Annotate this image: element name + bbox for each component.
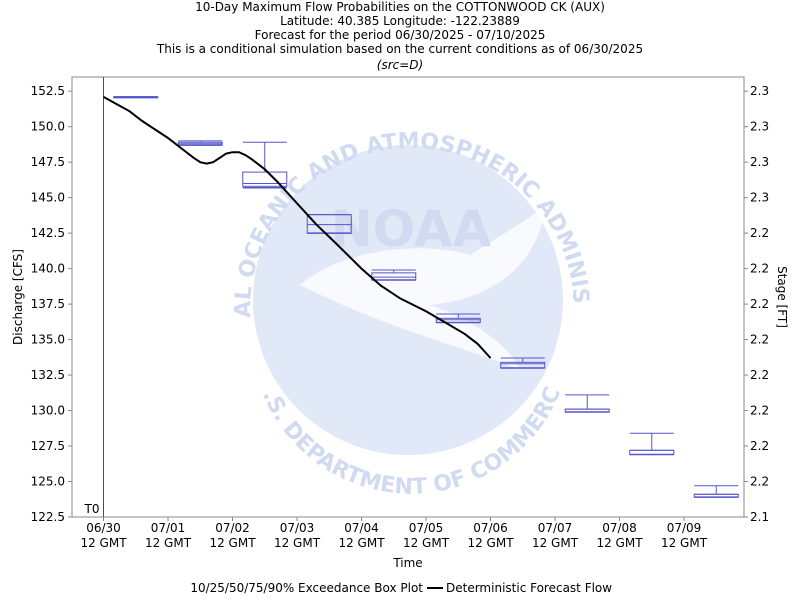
chart-subtitle-conditions: This is a conditional simulation based o… [156, 42, 643, 56]
x-tick-date: 06/30 [86, 521, 121, 535]
exceedance-box [113, 96, 159, 99]
t0-label: T0 [84, 502, 100, 516]
y2-tick-label: 2.2 [750, 475, 769, 489]
y-tick-label: 132.5 [31, 368, 65, 382]
x-tick-time: 12 GMT [80, 536, 127, 550]
y-tick-label: 142.5 [31, 226, 65, 240]
y2-tick-label: 2.2 [750, 226, 769, 240]
y2-axis-title: Stage [FT] [775, 266, 789, 328]
x-tick-date: 07/03 [280, 521, 315, 535]
y-tick-label: 150.0 [31, 120, 65, 134]
x-tick-time: 12 GMT [661, 536, 708, 550]
y-tick-label: 152.5 [31, 84, 65, 98]
y2-tick-label: 2.3 [750, 120, 769, 134]
y-tick-label: 130.0 [31, 404, 65, 418]
exceedance-box [564, 394, 610, 413]
y2-tick-label: 2.3 [750, 84, 769, 98]
x-tick-date: 07/04 [344, 521, 379, 535]
y2-tick-label: 2.3 [750, 191, 769, 205]
x-tick-time: 12 GMT [467, 536, 514, 550]
x-tick-date: 07/05 [409, 521, 444, 535]
legend-line-label: Deterministic Forecast Flow [446, 581, 612, 595]
x-tick-date: 07/01 [151, 521, 186, 535]
y2-tick-label: 2.1 [750, 510, 769, 524]
y-tick-label: 125.0 [31, 475, 65, 489]
exceedance-box [306, 214, 352, 234]
x-tick-time: 12 GMT [532, 536, 579, 550]
y2-tick-label: 2.3 [750, 155, 769, 169]
y-axis-left: 122.5 125.0 127.5 130.0 132.5 135.0 137.5 140.0… [31, 84, 72, 524]
legend-box-label: 10/25/50/75/90% Exceedance Box Plot [190, 581, 423, 595]
y2-tick-label: 2.2 [750, 262, 769, 276]
x-tick-time: 12 GMT [209, 536, 256, 550]
box-iqr [242, 171, 288, 187]
y-tick-label: 140.0 [31, 262, 65, 276]
forecast-flow-line [103, 96, 492, 359]
x-tick-date: 07/06 [473, 521, 508, 535]
chart-title-block: 10-Day Maximum Flow Probabilities on the… [156, 0, 643, 72]
y2-tick-label: 2.2 [750, 368, 769, 382]
exceedance-box [371, 269, 417, 281]
x-tick-time: 12 GMT [403, 536, 450, 550]
exceedance-box [500, 357, 546, 369]
exceedance-box [177, 140, 223, 146]
x-axis-title: Time [392, 556, 422, 570]
noaa-watermark: NOAA NATIONAL OCEANIC AND ATMOSPHERIC AD… [0, 0, 593, 500]
chart-subtitle-period: Forecast for the period 06/30/2025 - 07/… [255, 28, 546, 42]
y2-tick-label: 2.2 [750, 297, 769, 311]
chart-title: 10-Day Maximum Flow Probabilities on the… [195, 0, 605, 14]
x-tick-date: 07/09 [667, 521, 702, 535]
exceedance-box [693, 485, 739, 498]
x-tick-time: 12 GMT [596, 536, 643, 550]
source-note: (src=D) [377, 58, 423, 72]
y-tick-label: 137.5 [31, 297, 65, 311]
plot-frame [71, 76, 745, 518]
x-tick-date: 07/08 [602, 521, 637, 535]
exceedance-box [629, 432, 675, 456]
chart-subtitle-location: Latitude: 40.385 Longitude: -122.23889 [280, 14, 520, 28]
exceedance-box [242, 141, 288, 189]
x-tick-time: 12 GMT [338, 536, 385, 550]
y-axis-right: 2.1 2.2 2.2 2.2 2.2 2.2 2.2 2.2 2.2 2.3 2.3 2.3 2.3 [744, 84, 769, 524]
noaa-wordmark: NOAA [331, 200, 492, 258]
x-tick-date: 07/02 [215, 521, 250, 535]
y-tick-label: 122.5 [31, 510, 65, 524]
x-tick-date: 07/07 [538, 521, 573, 535]
y2-tick-label: 2.2 [750, 333, 769, 347]
y-axis-title: Discharge [CFS] [11, 249, 25, 345]
x-tick-time: 12 GMT [274, 536, 321, 550]
y-tick-label: 135.0 [31, 333, 65, 347]
legend: 10/25/50/75/90% Exceedance Box Plot Dete… [190, 581, 612, 595]
y-tick-label: 127.5 [31, 439, 65, 453]
y-tick-label: 147.5 [31, 155, 65, 169]
y-tick-label: 145.0 [31, 191, 65, 205]
x-tick-time: 12 GMT [145, 536, 192, 550]
y2-tick-label: 2.2 [750, 404, 769, 418]
y2-tick-label: 2.2 [750, 439, 769, 453]
noaa-seagull-shape [300, 205, 545, 370]
